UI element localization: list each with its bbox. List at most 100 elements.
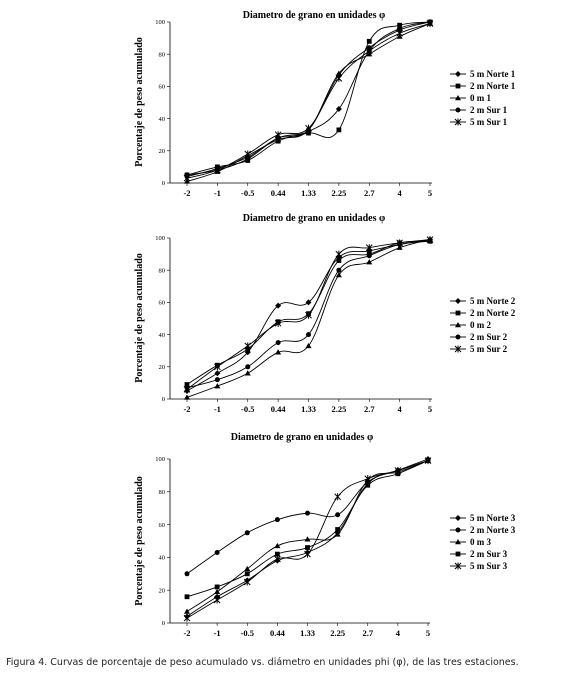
data-point xyxy=(245,364,251,370)
chart-title: Diametro de grano en unidades φ xyxy=(231,432,373,443)
series-line xyxy=(186,460,429,612)
x-tick-label: -2 xyxy=(183,188,190,198)
data-point xyxy=(274,542,281,549)
data-point xyxy=(183,385,191,393)
data-point xyxy=(426,20,434,28)
data-point xyxy=(183,614,191,622)
data-point xyxy=(366,259,373,265)
data-point xyxy=(305,299,312,306)
y-axis-label: Porcentaje de peso acumulado xyxy=(134,253,145,383)
data-point xyxy=(214,363,221,371)
data-point xyxy=(397,22,403,28)
data-point xyxy=(426,236,434,244)
y-tick-label: 40 xyxy=(159,555,166,562)
data-point xyxy=(424,457,432,465)
legend-entry: 2 m Sur 3 xyxy=(470,549,508,559)
y-axis-label: Porcentaje de peso acumulado xyxy=(134,37,145,167)
x-tick-label: 2.7 xyxy=(364,404,375,414)
legend-entry: 5 m Sur 2 xyxy=(470,344,508,354)
data-point xyxy=(244,150,252,158)
data-point xyxy=(214,383,221,389)
series-1 xyxy=(184,19,433,178)
data-point xyxy=(184,382,190,387)
data-point xyxy=(274,131,282,139)
x-tick-label: 4 xyxy=(396,628,401,638)
data-point xyxy=(305,545,310,550)
x-tick-label: -1 xyxy=(214,188,221,198)
legend-marker xyxy=(455,298,461,304)
y-tick-label: 60 xyxy=(159,522,166,529)
legend-marker xyxy=(454,345,462,353)
series-3 xyxy=(184,20,433,184)
data-point xyxy=(213,596,221,604)
x-tick-label: 2.7 xyxy=(364,188,375,198)
data-point xyxy=(335,105,342,112)
data-point xyxy=(305,124,312,132)
data-point xyxy=(305,510,310,516)
y-tick-label: 0 xyxy=(162,180,165,187)
data-point xyxy=(244,530,250,536)
legend-marker xyxy=(455,83,461,89)
figure-caption: Figura 4. Curvas de porcentaje de peso a… xyxy=(6,657,519,668)
data-point xyxy=(184,394,190,400)
legend-marker xyxy=(455,107,461,113)
legend-entry: 5 m Sur 3 xyxy=(470,561,508,571)
x-tick-label: -1 xyxy=(214,404,221,414)
data-point xyxy=(365,47,373,55)
data-point xyxy=(394,466,402,474)
data-point xyxy=(214,377,220,383)
series-line xyxy=(186,21,431,176)
x-tick-label: 5 xyxy=(428,188,432,198)
y-tick-label: 0 xyxy=(162,620,165,627)
series-line xyxy=(186,460,429,598)
data-point xyxy=(396,244,403,250)
data-point xyxy=(274,555,281,563)
y-tick-label: 100 xyxy=(155,19,165,26)
legend-entry: 0 m 2 xyxy=(470,320,491,330)
data-point xyxy=(335,74,343,82)
data-point xyxy=(214,584,220,590)
legend-marker xyxy=(455,95,461,101)
legend-marker xyxy=(455,334,461,340)
data-point xyxy=(214,549,220,555)
y-tick-label: 40 xyxy=(159,332,166,339)
chart-title: Diametro de grano en unidades φ xyxy=(243,213,385,224)
data-point xyxy=(244,571,250,577)
series-2 xyxy=(184,458,431,577)
legend-marker xyxy=(455,515,461,521)
legend-entry: 5 m Sur 1 xyxy=(470,117,508,127)
x-tick-label: 1.33 xyxy=(301,188,316,198)
series-3 xyxy=(184,236,433,400)
data-point xyxy=(304,536,311,542)
x-tick-label: 5 xyxy=(428,404,432,414)
series-line xyxy=(186,23,431,182)
chart-1: Diametro de grano en unidades φ Porcentaj… xyxy=(134,10,516,198)
data-point xyxy=(335,512,341,518)
data-point xyxy=(275,349,282,355)
data-point xyxy=(275,340,281,346)
data-point xyxy=(305,311,312,319)
data-point xyxy=(306,332,311,338)
y-tick-label: 20 xyxy=(159,148,166,155)
legend-marker xyxy=(455,551,461,557)
data-point xyxy=(396,239,403,247)
data-point xyxy=(214,588,221,595)
x-tick-label: 2.25 xyxy=(331,404,346,414)
data-point xyxy=(244,565,251,572)
y-tick-label: 80 xyxy=(159,267,166,274)
series-4 xyxy=(184,19,433,180)
data-point xyxy=(214,166,221,174)
x-tick-label: 4 xyxy=(398,404,403,414)
x-tick-label: -0.5 xyxy=(241,188,254,198)
data-point xyxy=(336,127,342,133)
x-tick-label: 0.44 xyxy=(271,404,287,414)
data-point xyxy=(244,342,252,350)
x-tick-label: -0.5 xyxy=(241,404,254,414)
data-point xyxy=(183,174,191,182)
legend-marker xyxy=(455,322,461,328)
x-tick-label: 0.44 xyxy=(270,628,286,638)
legend-entry: 2 m Norte 1 xyxy=(470,81,516,91)
legend-marker xyxy=(454,562,462,570)
legend-entry: 2 m Sur 2 xyxy=(470,332,508,342)
